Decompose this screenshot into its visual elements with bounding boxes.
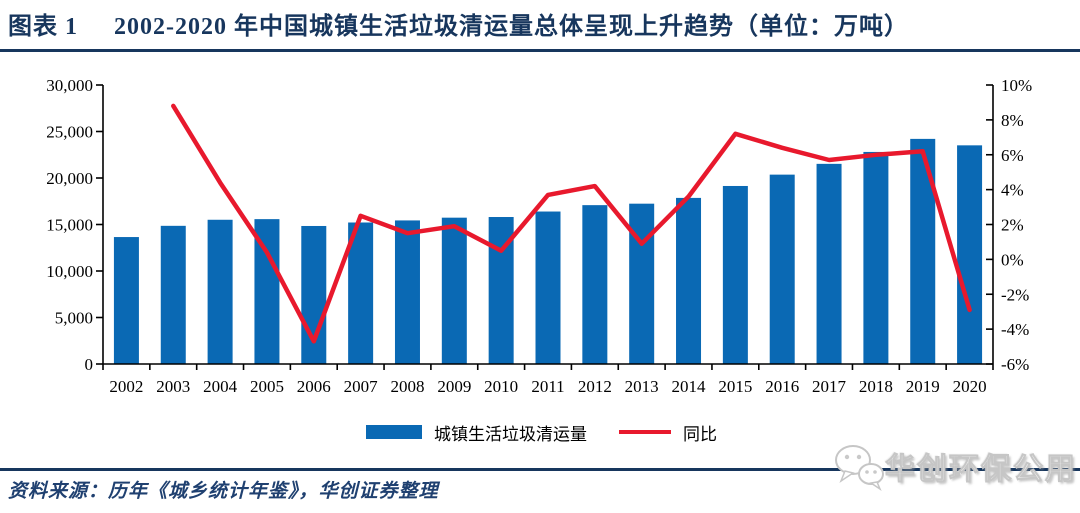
x-axis-label-2015: 2015 xyxy=(718,377,752,396)
bar-2019 xyxy=(910,138,936,364)
x-axis-label-2007: 2007 xyxy=(344,377,379,396)
bar-2016 xyxy=(769,174,795,364)
watermark-badge: 华创环保公用 xyxy=(833,441,1077,491)
bar-2012 xyxy=(582,205,608,364)
x-axis-label-2005: 2005 xyxy=(250,377,284,396)
legend-bar-swatch xyxy=(366,425,422,439)
axes xyxy=(96,84,994,370)
x-axis-label-2013: 2013 xyxy=(625,377,659,396)
x-axis-label-2020: 2020 xyxy=(953,377,987,396)
legend-line-label: 同比 xyxy=(683,424,717,444)
x-axis-label-2004: 2004 xyxy=(203,377,238,396)
x-axis-label-2014: 2014 xyxy=(672,377,707,396)
x-axis-label-2019: 2019 xyxy=(906,377,940,396)
bar-2015 xyxy=(722,185,748,364)
legend-line-swatch xyxy=(619,430,671,434)
bar-2020 xyxy=(957,145,983,364)
bar-2018 xyxy=(863,151,889,364)
x-axis-label-2008: 2008 xyxy=(390,377,424,396)
bar-2011 xyxy=(535,211,561,364)
left-axis-tick-label: 20,000 xyxy=(46,169,93,188)
title-rule xyxy=(0,49,1080,52)
left-axis-tick-label: 30,000 xyxy=(46,76,93,95)
left-axis-tick-label: 15,000 xyxy=(46,216,93,235)
bar-2003 xyxy=(160,225,186,364)
figure-label: 图表 1 xyxy=(8,14,78,40)
chart-legend: 城镇生活垃圾清运量 同比 xyxy=(366,419,717,445)
yoy-line xyxy=(171,103,972,344)
wechat-icon xyxy=(835,445,884,491)
bar-2013 xyxy=(629,203,655,364)
x-axis-label-2002: 2002 xyxy=(109,377,143,396)
bar-2014 xyxy=(676,197,702,364)
x-axis-label-2017: 2017 xyxy=(812,377,847,396)
right-axis-tick-label: 6% xyxy=(1001,146,1024,165)
left-axis-tick-label: 10,000 xyxy=(46,262,93,281)
right-axis-tick-label: -2% xyxy=(1001,285,1029,304)
left-axis-tick-label: 5,000 xyxy=(55,309,93,328)
right-axis-tick-label: 8% xyxy=(1001,111,1024,130)
legend-bar-label: 城镇生活垃圾清运量 xyxy=(434,424,587,444)
x-axis-label-2006: 2006 xyxy=(297,377,331,396)
bar-2004 xyxy=(207,219,233,364)
right-axis-tick-label: -6% xyxy=(1001,355,1029,374)
right-axis-tick-label: 4% xyxy=(1001,181,1024,200)
figure-title: 2002-2020 年中国城镇生活垃圾清运量总体呈现上升趋势（单位：万吨） xyxy=(114,14,909,40)
x-axis-label-2016: 2016 xyxy=(765,377,799,396)
footer-rule xyxy=(0,468,1080,471)
x-axis-label-2011: 2011 xyxy=(531,377,564,396)
bar-2007 xyxy=(348,222,374,364)
x-axis-label-2009: 2009 xyxy=(437,377,471,396)
figure-header: 图表 1 2002-2020 年中国城镇生活垃圾清运量总体呈现上升趋势（单位：万… xyxy=(8,6,909,41)
right-axis-tick-label: 10% xyxy=(1001,76,1032,95)
bar-2008 xyxy=(394,220,420,364)
x-axis-label-2012: 2012 xyxy=(578,377,612,396)
bar-2009 xyxy=(441,217,467,364)
x-axis-label-2010: 2010 xyxy=(484,377,518,396)
left-axis-tick-label: 25,000 xyxy=(46,123,93,142)
watermark-text: 华创环保公用 xyxy=(885,453,1077,487)
right-axis-tick-label: 0% xyxy=(1001,250,1024,269)
right-axis-tick-label: -4% xyxy=(1001,320,1029,339)
x-axis-label-2018: 2018 xyxy=(859,377,893,396)
bars-series xyxy=(113,138,983,364)
right-axis-tick-label: 2% xyxy=(1001,216,1024,235)
left-axis-tick-label: 0 xyxy=(85,355,94,374)
bar-2017 xyxy=(816,163,842,364)
x-axis-label-2003: 2003 xyxy=(156,377,190,396)
source-note: 资料来源：历年《城乡统计年鉴》，华创证券整理 xyxy=(8,481,439,502)
bar-2002 xyxy=(113,237,139,364)
